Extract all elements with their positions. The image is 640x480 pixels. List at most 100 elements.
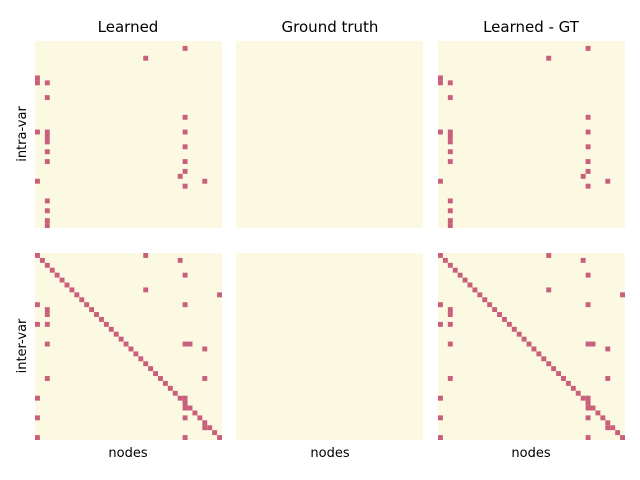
heatmap-cell [590,405,596,411]
heatmap-cell [615,430,621,436]
heatmap-cell [182,405,188,411]
heatmap-panel [438,253,625,440]
heatmap-cell [585,400,591,406]
heatmap-cell [492,307,498,313]
heatmap-cell [39,257,45,263]
heatmap-cell [143,287,149,293]
heatmap-cell [182,415,188,421]
heatmap-cell [143,253,149,258]
heatmap-panels [35,41,625,440]
heatmap-cell [546,287,552,293]
heatmap-cell [580,173,586,179]
heatmap-cell [187,341,193,347]
heatmap-cell [153,371,159,377]
heatmap-cell [35,321,40,327]
heatmap-cell [59,277,65,283]
heatmap-cell [462,277,468,283]
heatmap-cell [585,415,591,421]
heatmap-cell [452,267,458,273]
heatmap-cell [172,390,178,396]
heatmap-cell [580,257,586,263]
heatmap-cell [585,405,591,411]
heatmap-cell [438,435,443,440]
heatmap-cell [551,366,557,372]
heatmap-cell [585,302,591,308]
heatmap-cell [482,297,488,303]
heatmap-cell [35,75,40,81]
heatmap-cell [202,346,208,352]
heatmap-cell [447,149,453,155]
heatmap-cell [44,129,50,135]
heatmap-cell [202,420,208,426]
heatmap-cell [148,366,154,372]
heatmap-cell [35,253,40,258]
heatmap-cell [89,307,95,313]
heatmap-cell [202,425,208,431]
heatmap-cell [447,376,453,381]
heatmap-cell [605,178,611,184]
heatmap-cell [182,302,188,308]
heatmap-cell [182,272,188,278]
heatmap-background [438,41,625,228]
heatmap-cell [447,159,453,165]
heatmap-cell [44,149,50,155]
heatmap-cell [516,331,522,337]
row-label-inter-var: inter-var [15,318,30,373]
heatmap-cell [546,55,552,61]
heatmap-cell [447,321,453,327]
heatmap-cell [447,139,453,145]
heatmap-cell [84,302,90,308]
heatmap-cell [610,425,616,431]
heatmap-cell [590,341,596,347]
heatmap-cell [49,267,55,273]
heatmap-background [236,41,423,228]
heatmap-cell [556,371,562,377]
heatmap-cell [585,272,591,278]
heatmap-cell [521,336,527,342]
heatmap-cell [447,80,453,86]
heatmap-cell [438,80,443,86]
heatmap-cell [447,198,453,204]
heatmap-cell [182,144,188,150]
heatmap-cell [35,178,40,184]
heatmap-cell [447,262,453,268]
heatmap-cell [497,312,502,317]
heatmap-cell [44,341,50,347]
heatmap-cell [506,321,512,327]
heatmap-cell [575,390,581,396]
heatmap-cell [187,405,193,411]
heatmap-cell [118,336,124,342]
heatmap-cell [113,331,119,337]
heatmap-cell [585,45,591,51]
heatmap-cell [438,253,443,258]
heatmap-cell [182,435,188,440]
heatmap-cell [182,395,188,401]
heatmap-cell [44,95,50,101]
heatmap-cell [585,144,591,150]
heatmap-cell [54,272,60,278]
heatmap-background [236,253,423,440]
heatmap-cell [501,316,507,322]
heatmap-cell [44,80,50,86]
heatmap-cell [447,95,453,101]
heatmap-cell [561,376,566,381]
heatmap-cell [108,326,114,332]
heatmap-cell [447,341,453,347]
heatmap-cell [217,435,222,440]
heatmap-cell [447,223,453,228]
heatmap-cell [217,292,222,298]
heatmap-cell [438,75,443,81]
heatmap-cell [620,292,625,298]
heatmap-cell [585,159,591,165]
heatmap-cell [202,178,208,184]
heatmap-panel [35,253,222,440]
heatmap-cell [44,262,50,268]
heatmap-cell [44,198,50,204]
heatmap-cell [442,257,448,263]
heatmap-cell [123,341,129,347]
heatmap-cell [167,385,173,391]
heatmap-cell [487,302,493,308]
heatmap-cell [182,45,188,51]
heatmap-cell [44,208,50,214]
heatmap-cell [143,361,149,367]
